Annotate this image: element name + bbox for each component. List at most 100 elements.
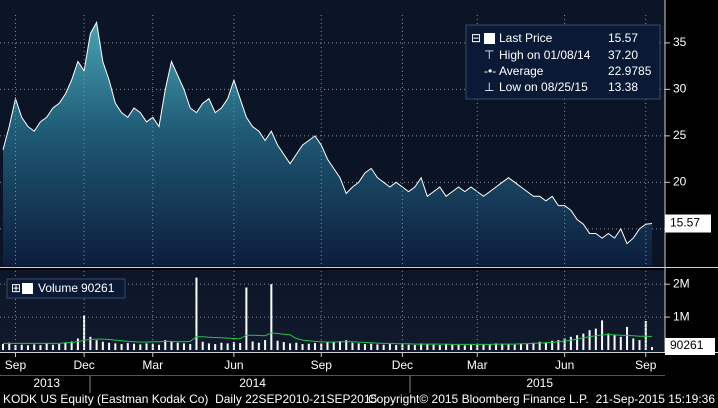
volume-bar <box>607 333 610 350</box>
volume-bar <box>438 345 441 350</box>
volume-bar <box>133 343 136 350</box>
volume-bar <box>413 345 416 350</box>
volume-average-line <box>3 332 653 345</box>
volume-bar <box>176 342 179 350</box>
volume-bar <box>295 342 298 350</box>
volume-bar <box>101 341 104 350</box>
volume-bar <box>445 344 448 350</box>
volume-bar <box>226 343 229 350</box>
x-tick-label: Mar <box>142 358 163 372</box>
last-volume-label: 90261 <box>670 338 704 352</box>
legend-toggle[interactable]: ⊞ <box>11 281 21 295</box>
y-tick-label: 20 <box>673 175 687 189</box>
last-price-label: 15.57 <box>670 216 700 230</box>
legend-label: High on 01/08/14 <box>499 48 591 62</box>
footer-left: KODK US Equity (Eastman Kodak Co) Daily … <box>3 392 378 406</box>
price-area <box>3 22 652 267</box>
volume-bar <box>382 344 385 350</box>
volume-bar <box>39 345 42 350</box>
volume-bar <box>632 338 635 350</box>
volume-bar <box>282 342 285 350</box>
volume-bar <box>538 341 541 350</box>
y-tick-label: 35 <box>673 35 687 49</box>
footer-center: Copyright© 2015 Bloomberg Finance L.P. <box>368 392 589 406</box>
volume-bar <box>370 343 373 350</box>
volume-bar <box>551 340 554 350</box>
volume-bar <box>526 343 529 350</box>
volume-bar <box>301 344 304 350</box>
legend-swatch <box>22 283 33 294</box>
volume-bar <box>594 328 597 350</box>
volume-bar <box>388 344 391 350</box>
y-tick-label: 25 <box>673 128 687 142</box>
volume-bar <box>2 344 4 350</box>
legend-symbol: -•- <box>484 64 496 78</box>
volume-bar <box>64 342 67 350</box>
volume-bar <box>289 343 292 350</box>
volume-bar <box>332 341 335 350</box>
legend-toggle[interactable]: ⊟ <box>471 31 481 45</box>
volume-bar <box>457 345 460 350</box>
volume-bar <box>420 343 423 350</box>
legend-value: 13.38 <box>608 80 638 94</box>
legend-label: Last Price <box>499 31 553 45</box>
volume-bar <box>164 340 167 350</box>
volume-bar <box>507 344 510 350</box>
volume-bar <box>395 345 398 350</box>
legend-value: 22.9785 <box>608 64 652 78</box>
volume-bar <box>239 343 242 350</box>
volume-bar <box>45 343 48 350</box>
volume-bar <box>245 287 248 350</box>
legend-swatch <box>484 33 495 44</box>
volume-bar <box>557 340 560 350</box>
volume-bar <box>501 343 504 350</box>
year-label: 2015 <box>526 376 553 390</box>
volume-bar <box>576 335 579 350</box>
volume-bar <box>563 338 566 350</box>
volume-bar <box>613 335 616 350</box>
volume-bar <box>488 344 491 350</box>
volume-bar <box>619 336 622 350</box>
volume-bar <box>569 336 572 350</box>
volume-bar <box>451 344 454 350</box>
volume-bar <box>519 344 522 350</box>
volume-bar <box>376 344 379 350</box>
volume-bar <box>345 340 348 350</box>
legend-label: Average <box>499 64 544 78</box>
price-legend: ⊟ Last Price 15.57 ⊤ -•- ⊥ High on 01/08… <box>465 24 661 100</box>
volume-bar <box>426 344 429 350</box>
volume-bar <box>407 344 410 350</box>
volume-bar <box>145 343 148 350</box>
volume-bar <box>257 342 260 350</box>
volume-bar <box>182 343 185 350</box>
volume-bar <box>51 344 54 350</box>
volume-bar <box>70 341 73 350</box>
volume-bar <box>320 343 323 350</box>
x-tick-label: Dec <box>73 358 94 372</box>
volume-bar <box>120 344 123 350</box>
volume-bar <box>432 344 435 350</box>
volume-bar <box>195 277 198 350</box>
x-tick-label: Sep <box>5 358 27 372</box>
legend-label: Low on 08/25/15 <box>499 80 588 94</box>
volume-bar <box>588 330 591 350</box>
volume-bar <box>582 333 585 350</box>
volume-bar <box>513 344 516 350</box>
price-line <box>2 20 653 245</box>
legend-symbol: ⊥ <box>484 80 494 94</box>
volume-bar <box>108 342 111 350</box>
volume-bar <box>58 344 61 350</box>
legend-box <box>6 278 126 299</box>
x-tick-label: Dec <box>392 358 413 372</box>
volume-bar <box>251 341 254 350</box>
volume-bar <box>8 342 11 350</box>
volume-bar <box>89 336 92 350</box>
volume-bar <box>494 343 497 350</box>
volume-bar <box>214 344 217 350</box>
legend-value: 90261 <box>81 281 115 295</box>
volume-bar <box>626 326 629 350</box>
volume-bar <box>338 341 341 350</box>
volume-bar <box>33 344 36 350</box>
volume-bar <box>463 345 466 350</box>
